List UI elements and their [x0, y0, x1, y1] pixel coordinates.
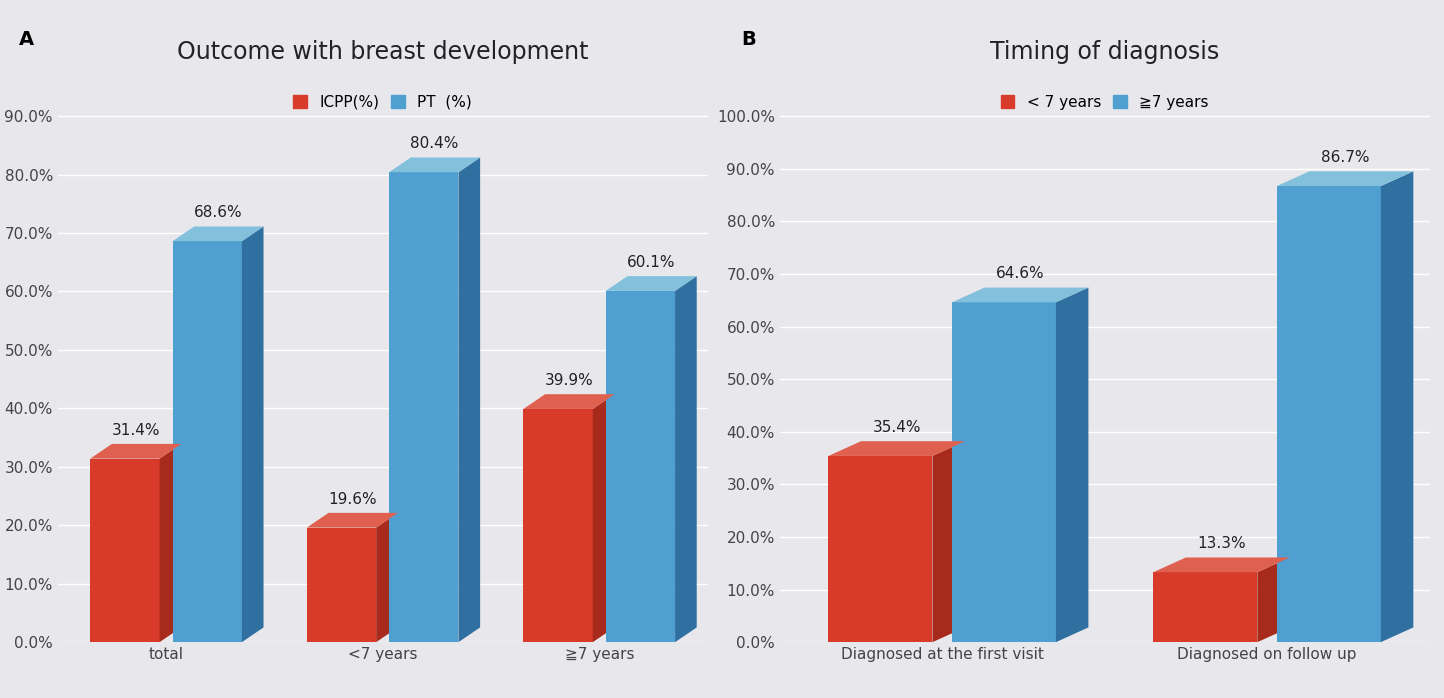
Polygon shape [1154, 572, 1258, 642]
Polygon shape [388, 158, 479, 172]
Polygon shape [1056, 288, 1089, 642]
Polygon shape [952, 288, 1089, 302]
Polygon shape [674, 276, 696, 642]
Polygon shape [605, 291, 674, 642]
Polygon shape [388, 172, 458, 642]
Legend: ICPP(%), PT  (%): ICPP(%), PT (%) [293, 95, 472, 110]
Polygon shape [241, 226, 263, 642]
Text: 86.7%: 86.7% [1321, 150, 1369, 165]
Polygon shape [592, 394, 614, 642]
Polygon shape [458, 158, 479, 642]
Title: Outcome with breast development: Outcome with breast development [178, 40, 588, 64]
Polygon shape [1154, 558, 1289, 572]
Polygon shape [523, 394, 614, 409]
Polygon shape [1276, 186, 1380, 642]
Text: A: A [19, 30, 33, 49]
Polygon shape [172, 226, 263, 242]
Polygon shape [523, 409, 592, 642]
Legend: < 7 years, ≧7 years: < 7 years, ≧7 years [1001, 95, 1209, 110]
Polygon shape [306, 528, 375, 642]
Polygon shape [1380, 171, 1414, 642]
Text: 64.6%: 64.6% [996, 266, 1044, 281]
Polygon shape [306, 513, 397, 528]
Text: 60.1%: 60.1% [627, 255, 676, 270]
Polygon shape [1276, 171, 1414, 186]
Polygon shape [159, 444, 180, 642]
Polygon shape [90, 444, 180, 459]
Polygon shape [172, 242, 241, 642]
Polygon shape [90, 459, 159, 642]
Polygon shape [1258, 558, 1289, 642]
Text: 80.4%: 80.4% [410, 136, 459, 151]
Title: Timing of diagnosis: Timing of diagnosis [991, 40, 1219, 64]
Text: 68.6%: 68.6% [193, 205, 243, 220]
Text: 19.6%: 19.6% [328, 491, 377, 507]
Polygon shape [933, 441, 965, 642]
Polygon shape [829, 456, 933, 642]
Text: B: B [741, 30, 755, 49]
Polygon shape [375, 513, 397, 642]
Text: 35.4%: 35.4% [872, 420, 921, 435]
Polygon shape [952, 302, 1056, 642]
Polygon shape [605, 276, 696, 291]
Text: 31.4%: 31.4% [111, 422, 160, 438]
Text: 39.9%: 39.9% [544, 373, 593, 388]
Text: 13.3%: 13.3% [1197, 536, 1246, 551]
Polygon shape [829, 441, 965, 456]
